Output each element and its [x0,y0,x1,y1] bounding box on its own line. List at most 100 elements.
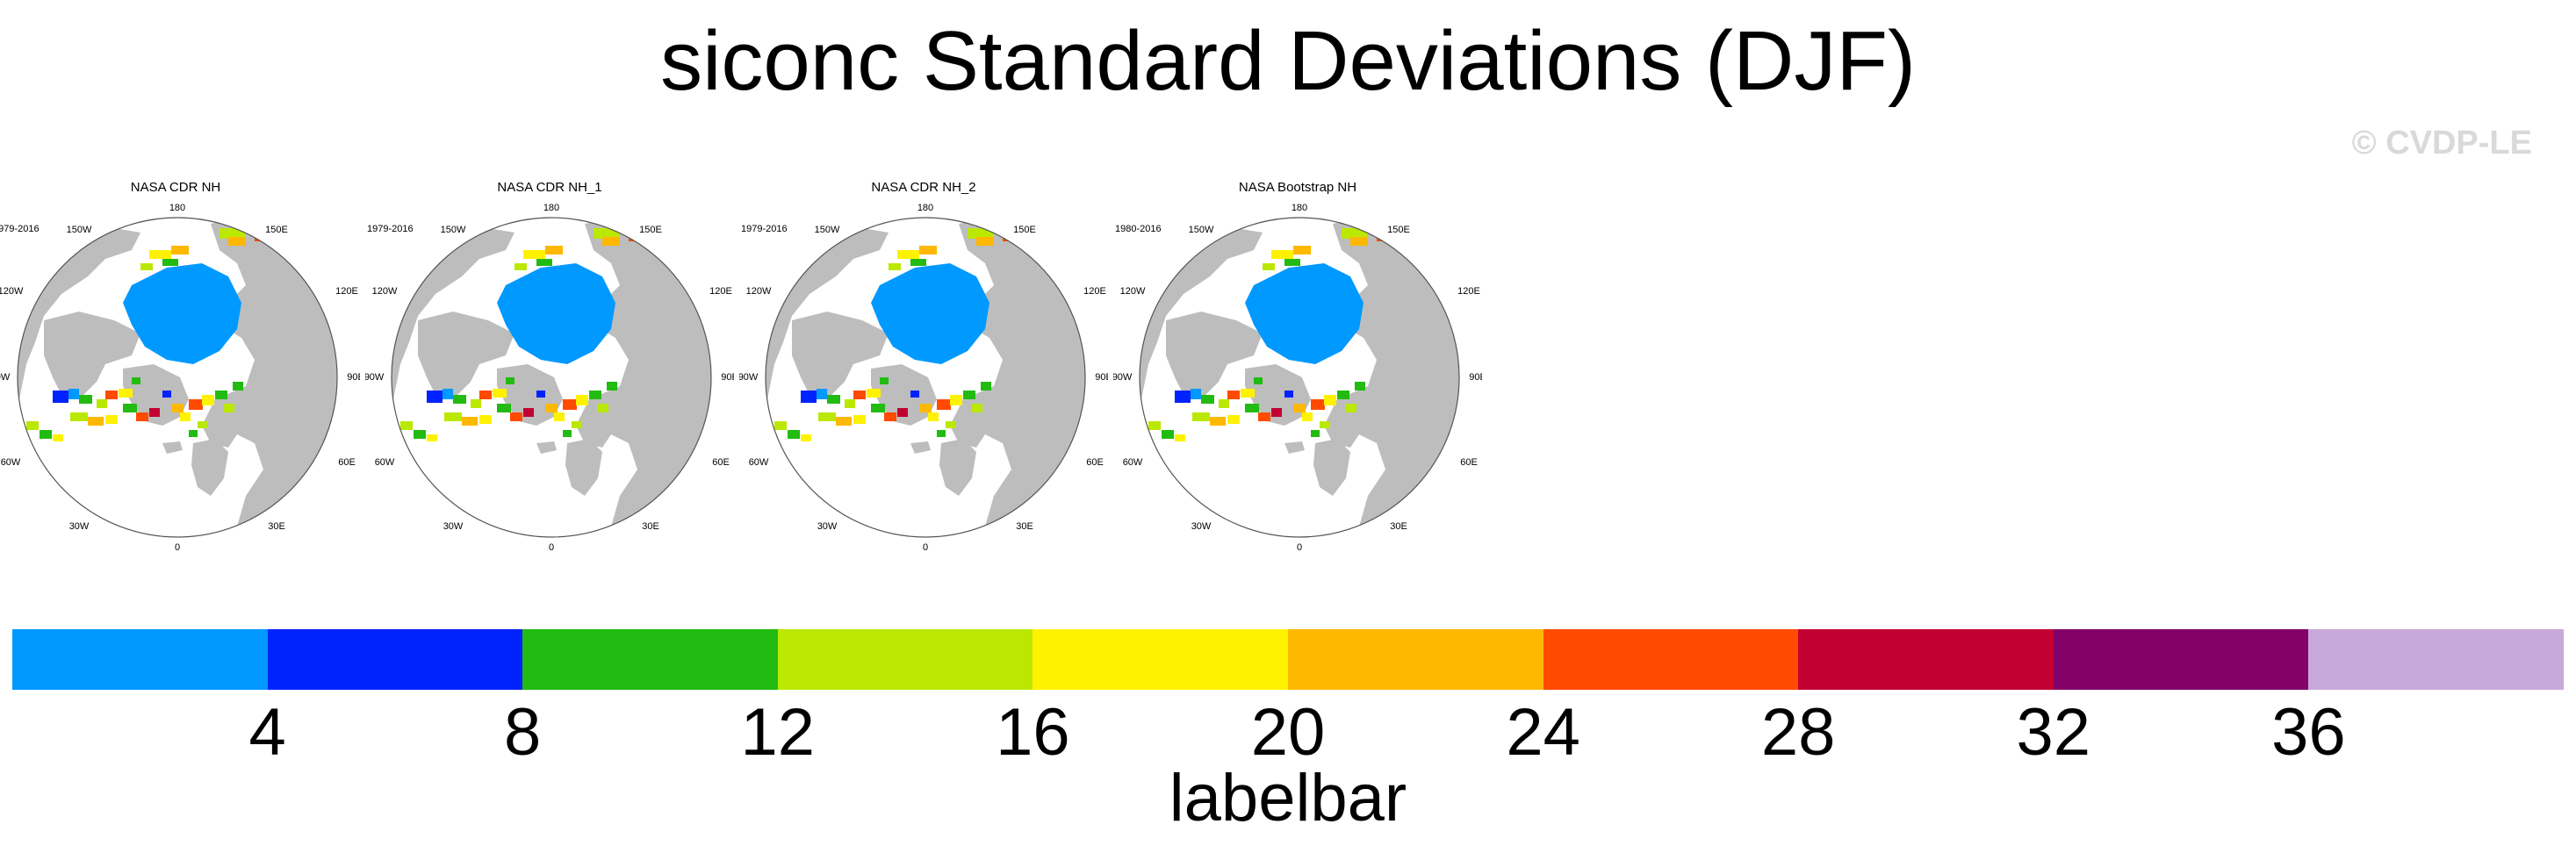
lon-label: 150E [1013,225,1036,235]
ice-std-cell [1337,391,1349,399]
ice-std-cell [867,389,881,398]
ice-std-cell [149,250,171,259]
ice-std-cell [523,408,534,417]
ice-std-cell [198,421,208,428]
ice-std-cell [1271,408,1282,417]
land-iceland [910,441,931,454]
ice-std-cell [493,389,507,398]
lon-label: 90E [1469,372,1482,383]
ice-std-cell [880,377,889,384]
ice-std-cell [189,399,203,410]
lon-label: 30W [817,521,838,532]
lon-label: 150W [1189,225,1214,235]
ice-std-cell [1293,246,1311,254]
land-eurasia [202,218,337,537]
land-iceland [1284,441,1305,454]
ice-std-cell [1227,391,1240,399]
lon-label: 30W [69,521,90,532]
map-panel: 180 150W 150E 120W 120E 90W 90E 60W 60E 30W 30E 0 NA… [365,180,734,557]
lon-label: 60W [749,457,769,468]
ice-std-cell [479,415,492,424]
ice-std-cell [255,234,270,241]
ice-std-cell [1258,412,1270,421]
labelbar-tick: 8 [504,695,542,770]
labelbar-tick: 24 [1506,695,1580,770]
panel-years: 1979-2016 [367,224,414,234]
ice-std-cell [563,430,572,437]
ice-std-cell [1412,218,1422,222]
ice-std-cell [123,404,137,412]
ice-std-cell [105,415,118,424]
map-panel: 180 150W 150E 120W 120E 90W 90E 60W 60E 30W 30E 0 NA… [739,180,1108,557]
ice-std-cell [817,389,827,399]
panel-title: NASA CDR NH_2 [871,180,976,195]
panel-years: 1979-2016 [741,224,788,234]
panel-title: NASA Bootstrap NH [1238,180,1357,195]
labelbar-swatch [2308,629,2564,690]
ice-std-cell [871,404,885,412]
ice-std-cell [1210,417,1226,426]
ice-std-cell [1346,404,1356,412]
lon-label: 90E [1095,372,1108,383]
ice-std-cell [1191,389,1201,399]
ice-std-cell [554,412,565,421]
ice-std-cell [453,395,466,404]
ice-std-cell [497,404,511,412]
lon-label: 0 [923,542,928,553]
ice-std-cell [910,391,919,398]
lon-label: 120E [335,286,358,297]
labelbar-swatch [1798,629,2054,690]
ice-std-cell [202,395,214,405]
ice-std-cell [427,391,443,403]
lon-label: 120E [1083,286,1106,297]
map-panel: 180 150W 150E 120W 120E 90W 90E 60W 60E 30W 30E 0 NA… [1113,180,1482,557]
ice-std-cell [427,434,437,441]
lon-label: 90E [347,372,360,383]
lon-label: 150E [639,225,662,235]
ice-std-cell [140,263,153,270]
ice-std-cell [1311,430,1320,437]
ice-std-cell [897,408,908,417]
ice-std-cell [1201,395,1214,404]
labelbar-title: labelbar [1169,761,1407,835]
ice-std-cell [514,263,527,270]
land-eurasia [576,218,711,537]
ice-std-cell [136,412,148,421]
ice-std-cell [26,421,39,430]
ice-std-cell [545,404,558,412]
lon-label: 150E [265,225,288,235]
ice-std-cell [444,412,462,421]
land-eurasia [1324,218,1459,537]
lon-label: 120W [0,286,24,297]
lon-label: 60E [338,457,356,468]
ice-std-cell [1038,218,1048,222]
ice-std-cell [1355,382,1365,391]
lon-label: 60E [712,457,730,468]
ice-std-cell [1175,434,1185,441]
labelbar-tick: 32 [2016,695,2091,770]
land-canada-archipelago [792,312,889,399]
ice-std-cell [414,430,426,439]
ice-std-cell [1293,404,1306,412]
ice-std-cell [1350,237,1368,246]
ice-std-cell [836,417,852,426]
ice-std-cell [607,382,617,391]
land-canada-archipelago [418,312,514,399]
labelbar-tick: 20 [1250,695,1326,770]
ice-std-cell [215,391,227,399]
lon-label: 30E [642,521,659,532]
lon-label: 180 [169,203,185,213]
ice-std-cell [1003,234,1018,241]
ice-std-cell [471,399,481,408]
ice-std-cell [299,218,307,220]
lon-label: 150W [67,225,92,235]
ice-std-cell [1175,391,1191,403]
lon-label: 90W [365,372,385,383]
ice-std-cell [673,218,681,220]
ice-std-cell [1241,389,1255,398]
ice-std-cell [400,421,413,430]
lon-label: 150W [441,225,466,235]
ice-std-cell [972,404,982,412]
land-scandinavia [565,439,602,496]
labelbar-swatch [1287,629,1543,690]
